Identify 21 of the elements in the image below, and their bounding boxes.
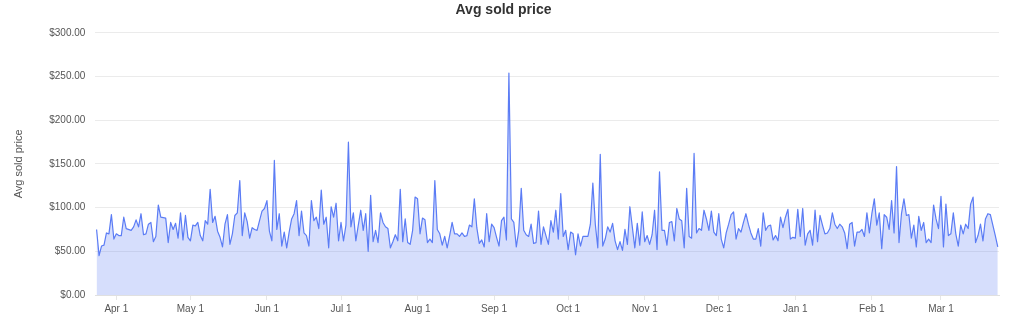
x-tick-label: Jul 1 <box>330 302 353 314</box>
x-tick-label: Dec 1 <box>705 302 733 314</box>
y-axis-title: Avg sold price <box>11 129 24 199</box>
y-tick-label: $50.00 <box>54 245 86 257</box>
x-tick-label: Aug 1 <box>404 302 432 314</box>
x-tick-label: Jan 1 <box>783 302 808 314</box>
x-tick-label: Feb 1 <box>859 302 886 314</box>
x-tick-label: Apr 1 <box>104 302 129 314</box>
y-tick-label: $200.00 <box>49 113 86 125</box>
x-tick-label: Nov 1 <box>631 302 659 314</box>
x-tick-label: Oct 1 <box>556 302 581 314</box>
x-tick-label: May 1 <box>176 302 205 314</box>
y-tick-label: $300.00 <box>49 26 86 38</box>
x-tick-label: Sep 1 <box>481 302 508 314</box>
y-tick-label: $100.00 <box>49 201 86 213</box>
chart-title: Avg sold price <box>455 1 552 18</box>
y-tick-label: $250.00 <box>49 70 86 82</box>
y-tick-label: $150.00 <box>49 157 86 169</box>
y-tick-label: $0.00 <box>60 288 86 300</box>
x-tick-label: Mar 1 <box>928 302 955 314</box>
x-tick-label: Jun 1 <box>254 302 280 314</box>
